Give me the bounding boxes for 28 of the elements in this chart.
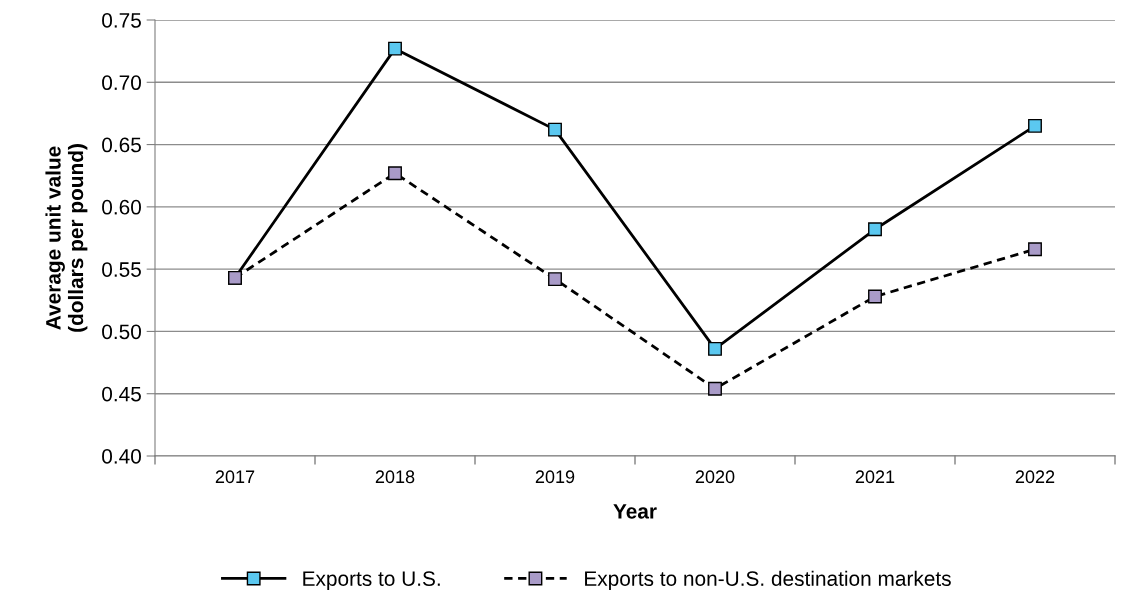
y-axis-title: Average unit value (dollars per pound)	[45, 144, 88, 332]
legend-label: Exports to non-U.S. destination markets	[585, 570, 951, 591]
x-tick-label: 2017	[215, 470, 255, 484]
point	[548, 272, 562, 287]
y-tick-label: 0.50	[102, 324, 141, 340]
y-tick-label: 0.55	[102, 262, 141, 277]
y-tick-label: 0.60	[102, 199, 141, 215]
x-tick-label: 2022	[1015, 470, 1055, 484]
x-tick-label: 2018	[375, 470, 415, 484]
point	[1028, 118, 1042, 133]
x-tick-label: 2021	[855, 470, 895, 484]
point	[708, 341, 722, 356]
point	[388, 166, 402, 181]
point	[548, 122, 562, 137]
y-tick-label: 0.45	[102, 386, 141, 402]
point	[388, 41, 402, 56]
y-tick-label: 0.75	[102, 13, 141, 28]
x-tick-label: 2019	[535, 470, 575, 484]
y-tick-label: 0.70	[102, 75, 141, 91]
y-tick-label: 0.65	[102, 137, 141, 153]
point	[708, 381, 722, 396]
y-tick-label: 0.40	[102, 449, 141, 464]
legend-label: Exports to U.S.	[303, 571, 440, 591]
point	[1028, 242, 1042, 257]
point	[868, 222, 882, 237]
point	[868, 289, 882, 304]
x-tick-label: 2020	[695, 470, 735, 484]
x-axis-title: Year	[613, 504, 657, 519]
